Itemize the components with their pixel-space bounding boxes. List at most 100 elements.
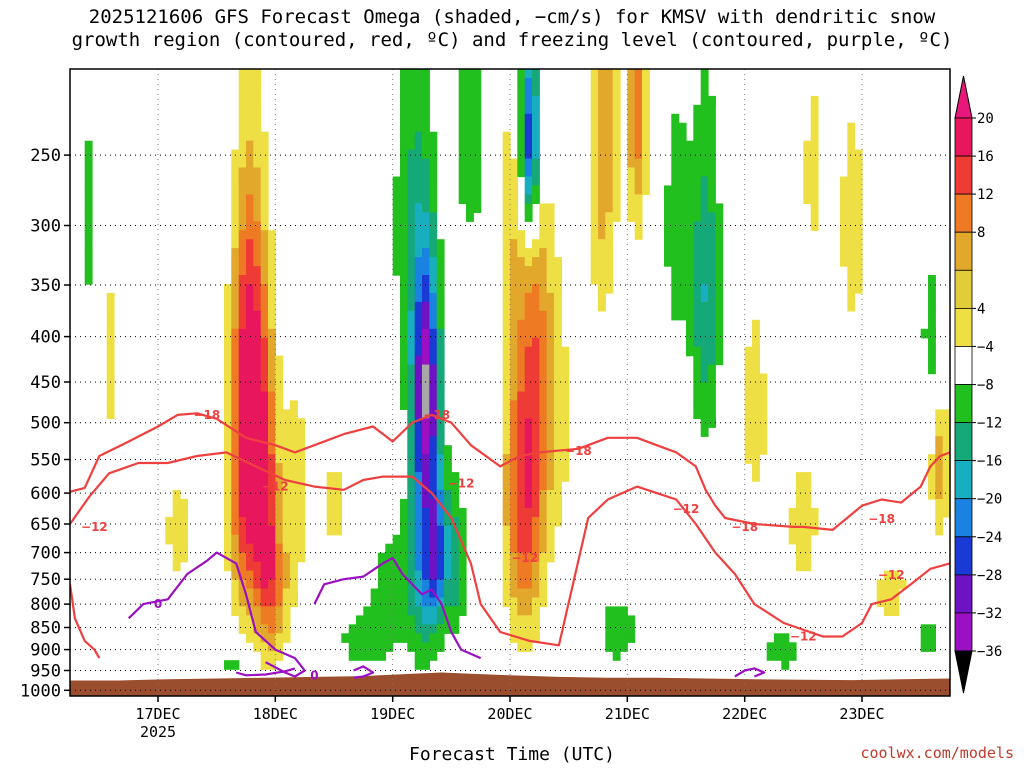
contour-label: −12 — [448, 476, 475, 490]
omega-cell — [238, 615, 254, 625]
omega-cell — [422, 275, 430, 285]
omega-cell — [510, 310, 526, 321]
omega-cell — [517, 69, 526, 79]
omega-cell — [84, 167, 93, 178]
omega-cell — [627, 140, 636, 151]
y-tick-label: 250 — [30, 146, 61, 166]
omega-cell — [231, 516, 240, 527]
omega-cell — [238, 95, 262, 106]
omega-cell — [260, 248, 269, 258]
omega-cell — [935, 409, 950, 419]
omega-cell — [554, 409, 570, 419]
omega-cell — [642, 69, 650, 79]
omega-cell — [612, 158, 621, 169]
omega-cell — [935, 481, 944, 491]
omega-cell — [436, 507, 445, 518]
omega-cell — [810, 113, 819, 124]
omega-cell — [612, 131, 621, 142]
omega-cell — [517, 391, 540, 402]
omega-cell — [532, 561, 540, 572]
omega-cell — [598, 113, 614, 124]
omega-cell — [612, 69, 621, 79]
omega-cell — [444, 552, 452, 563]
contour-line — [70, 412, 950, 532]
omega-cell — [400, 391, 408, 402]
omega-cell — [708, 292, 716, 303]
omega-cell — [246, 158, 254, 169]
contour-label: −12 — [673, 502, 700, 516]
omega-cell — [84, 203, 93, 213]
omega-cell — [532, 239, 555, 249]
omega-cell — [517, 131, 526, 142]
omega-cell — [268, 472, 276, 482]
omega-cell — [554, 346, 570, 357]
omega-cell — [231, 203, 240, 213]
omega-cell — [224, 472, 232, 482]
omega-cell — [414, 212, 430, 222]
omega-cell — [253, 140, 269, 151]
omega-cell — [392, 212, 408, 222]
omega-cell — [246, 301, 254, 312]
omega-cell — [502, 552, 511, 563]
omega-cell — [231, 498, 240, 509]
omega-cell — [414, 490, 423, 500]
omega-cell — [590, 95, 599, 106]
omega-cell — [847, 275, 863, 285]
omega-cell — [246, 633, 262, 643]
omega-cell — [414, 427, 423, 437]
omega-cell — [268, 624, 276, 634]
omega-cell — [502, 203, 518, 213]
omega-cell — [268, 257, 276, 267]
omega-cell — [436, 355, 445, 366]
omega-cell — [407, 158, 430, 169]
omega-cell — [231, 167, 240, 178]
omega-cell — [634, 122, 643, 133]
omega-cell — [238, 498, 269, 509]
contour-line — [127, 551, 306, 678]
omega-cell — [803, 176, 819, 187]
x-tick-label: 21DEC — [605, 705, 650, 723]
omega-cell — [546, 248, 555, 258]
omega-cell — [524, 140, 533, 151]
omega-cell — [715, 284, 724, 294]
omega-cell — [429, 301, 438, 312]
omega-cell — [444, 543, 452, 554]
omega-cell — [524, 463, 533, 473]
omega-cell — [517, 507, 540, 518]
omega-cell — [539, 588, 548, 599]
omega-cell — [429, 203, 438, 213]
omega-cell — [693, 337, 716, 348]
omega-cell — [510, 239, 518, 249]
omega-cell — [231, 543, 240, 554]
omega-cell — [796, 490, 812, 500]
omega-cell — [436, 400, 445, 410]
credit-link[interactable]: coolwx.com/models — [860, 744, 1014, 762]
colorbar-label: 16 — [977, 149, 994, 165]
omega-cell — [84, 185, 93, 195]
omega-cell — [510, 561, 518, 572]
omega-cell — [502, 418, 511, 428]
omega-cell — [598, 292, 606, 303]
omega-cell — [517, 552, 540, 563]
omega-cell — [422, 355, 430, 366]
omega-cell — [246, 310, 262, 321]
omega-cell — [634, 167, 643, 178]
omega-cell — [598, 230, 606, 240]
omega-cell — [634, 230, 643, 240]
colorbar-bin — [954, 536, 973, 576]
omega-cell — [400, 319, 408, 330]
omega-cell — [546, 507, 562, 518]
omega-cell — [275, 507, 284, 518]
omega-cell — [532, 579, 540, 590]
omega-cell — [422, 436, 430, 446]
omega-cell — [539, 498, 548, 509]
omega-cell — [693, 400, 716, 410]
omega-cell — [422, 534, 430, 545]
omega-cell — [400, 355, 408, 366]
omega-cell — [517, 355, 526, 366]
omega-cell — [524, 436, 533, 446]
omega-cell — [502, 167, 518, 178]
omega-cell — [744, 382, 768, 393]
omega-cell — [414, 588, 423, 599]
omega-cell — [458, 113, 482, 124]
